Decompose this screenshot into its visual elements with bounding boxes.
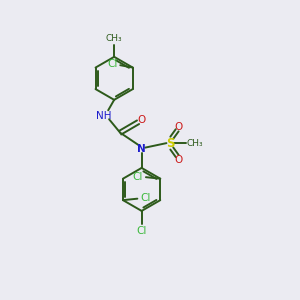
Text: N: N bbox=[137, 144, 146, 154]
Text: Cl: Cl bbox=[136, 226, 147, 236]
Text: S: S bbox=[166, 136, 174, 150]
Text: CH₃: CH₃ bbox=[106, 34, 122, 43]
Text: CH₃: CH₃ bbox=[186, 139, 203, 148]
Text: Cl: Cl bbox=[107, 59, 118, 69]
Text: O: O bbox=[137, 115, 146, 125]
Text: O: O bbox=[174, 154, 182, 165]
Text: NH: NH bbox=[96, 111, 112, 121]
Text: O: O bbox=[174, 122, 182, 132]
Text: Cl: Cl bbox=[133, 172, 143, 182]
Text: Cl: Cl bbox=[140, 193, 150, 203]
